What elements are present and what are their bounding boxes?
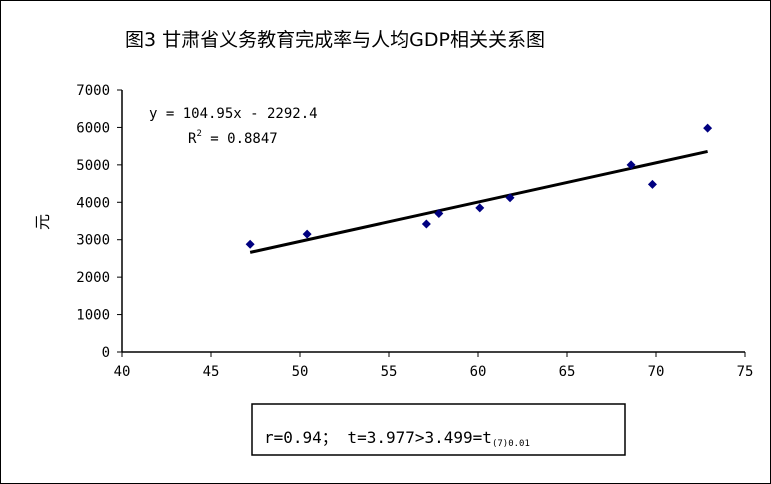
y-axis-label: 元 [33,214,52,230]
y-tick-label: 4000 [76,195,110,211]
data-point [505,193,515,203]
chart-title: 图3 甘肃省义务教育完成率与人均GDP相关关系图 [125,29,545,51]
statistics-text: r=0.94； t=3.977>3.499=t(7)0.01 [264,428,530,449]
x-tick-label: 40 [114,364,131,380]
data-point [475,203,485,213]
statistics-subscript: (7)0.01 [492,439,530,449]
data-point [703,123,713,133]
trendline [249,149,708,254]
x-tick-label: 55 [381,364,398,380]
x-tick-label: 60 [470,364,487,380]
y-tick-label: 5000 [76,158,110,174]
x-axis-ticks: 40 45 50 55 60 65 70 75 [114,352,754,380]
x-tick-label: 45 [203,364,220,380]
r-squared-value: = 0.8847 [202,131,278,147]
r-squared-label: R [188,131,197,147]
data-point [421,219,431,229]
r-squared-superscript: 2 [196,129,201,139]
data-point [626,160,636,170]
y-tick-label: 3000 [76,233,110,249]
x-tick-label: 65 [559,364,576,380]
data-point [434,209,444,219]
x-tick-label: 70 [648,364,665,380]
data-point [647,179,657,189]
y-tick-label: 1000 [76,308,110,324]
data-points [245,123,713,249]
x-tick-label: 50 [292,364,309,380]
r-squared-line: R2 = 0.8847 [188,129,278,147]
y-tick-label: 0 [102,345,110,361]
trendline-group [249,149,708,254]
y-tick-label: 7000 [76,83,110,99]
data-point [245,239,255,249]
data-point [302,229,312,239]
statistics-box [251,403,626,456]
statistics-main: r=0.94； t=3.977>3.499=t [264,428,492,447]
equation-line: y = 104.95x - 2292.4 [149,106,318,122]
y-tick-label: 6000 [76,120,110,136]
y-axis-ticks: 0 1000 2000 3000 4000 5000 6000 7000 [76,83,122,361]
y-tick-label: 2000 [76,270,110,286]
x-tick-label: 75 [737,364,754,380]
regression-equation: y = 104.95x - 2292.4 R2 = 0.8847 [149,106,318,147]
